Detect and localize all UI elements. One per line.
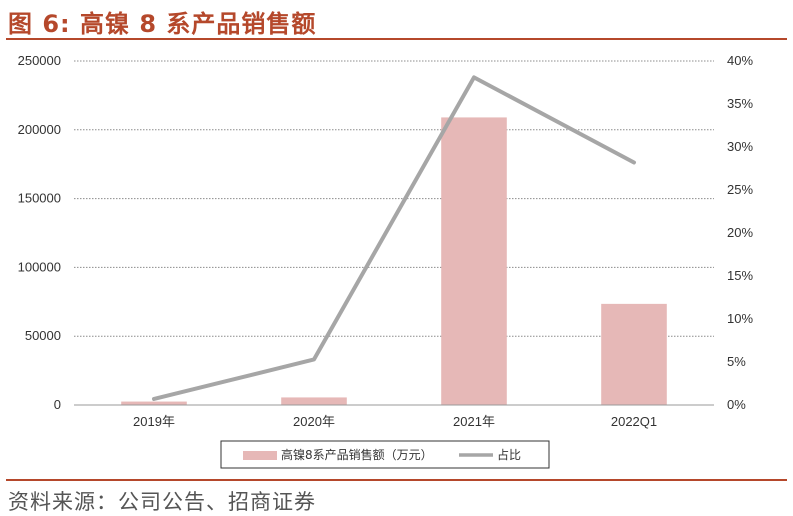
left-tick-label: 250000 xyxy=(18,53,61,68)
footer-divider xyxy=(6,479,787,481)
line-point xyxy=(473,76,475,78)
right-tick-label: 5% xyxy=(727,354,746,369)
combo-chart: 0 50000 100000 150000 200000 250000 0% 5% 10% 15… xyxy=(18,53,753,469)
left-tick-label: 100000 xyxy=(18,259,61,274)
x-tick-label: 2020年 xyxy=(293,414,335,429)
line-point xyxy=(313,358,315,360)
legend-label-bar: 高镍8系产品销售额（万元） xyxy=(281,447,433,462)
left-tick-label: 0 xyxy=(54,397,61,412)
bar-series xyxy=(121,117,667,405)
x-tick-label: 2021年 xyxy=(453,414,495,429)
source-note: 资料来源：公司公告、招商证券 xyxy=(8,490,316,514)
right-tick-label: 35% xyxy=(727,96,753,111)
right-tick-label: 40% xyxy=(727,53,753,68)
line-point xyxy=(153,398,155,400)
x-tick-label: 2019年 xyxy=(133,414,175,429)
left-tick-label: 150000 xyxy=(18,191,61,206)
bar xyxy=(121,401,187,405)
right-tick-label: 15% xyxy=(727,268,753,283)
gridlines xyxy=(74,60,714,337)
right-axis-ticks: 0% 5% 10% 15% 20% 25% 30% 35% 40% xyxy=(727,53,753,412)
legend-label-line: 占比 xyxy=(497,447,521,462)
legend-swatch-bar xyxy=(243,451,277,460)
line-series xyxy=(152,75,636,401)
x-axis-ticks: 2019年 2020年 2021年 2022Q1 xyxy=(133,414,657,429)
title-divider xyxy=(6,38,787,40)
right-tick-label: 20% xyxy=(727,225,753,240)
line-point xyxy=(633,161,635,163)
right-tick-label: 0% xyxy=(727,397,746,412)
left-axis-ticks: 0 50000 100000 150000 200000 250000 xyxy=(18,53,61,412)
chart-legend: 高镍8系产品销售额（万元） 占比 xyxy=(220,440,550,469)
bar xyxy=(281,397,347,405)
right-tick-label: 30% xyxy=(727,139,753,154)
left-tick-label: 50000 xyxy=(25,328,61,343)
figure-title: 图 6: 高镍 8 系产品销售额 xyxy=(8,10,317,38)
right-tick-label: 25% xyxy=(727,182,753,197)
share-line xyxy=(152,75,636,401)
bar xyxy=(441,117,507,405)
x-tick-label: 2022Q1 xyxy=(611,414,657,429)
bar xyxy=(601,303,667,405)
left-tick-label: 200000 xyxy=(18,122,61,137)
right-tick-label: 10% xyxy=(727,311,753,326)
